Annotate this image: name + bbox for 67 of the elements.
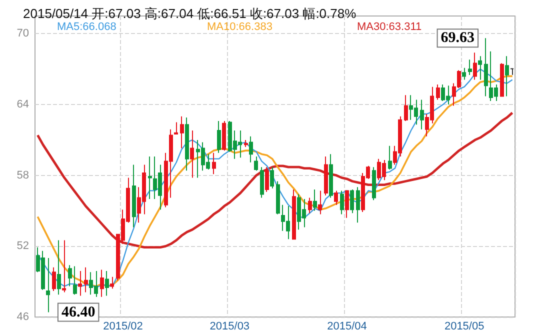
candlestick bbox=[84, 266, 88, 293]
candlestick bbox=[318, 190, 322, 215]
candlestick bbox=[500, 62, 504, 97]
candlestick bbox=[308, 197, 312, 214]
candlestick bbox=[505, 56, 509, 97]
candlestick bbox=[148, 156, 152, 200]
y-tick-label: 52 bbox=[16, 240, 29, 252]
candlestick bbox=[292, 189, 296, 240]
candlestick bbox=[105, 270, 109, 296]
candlestick bbox=[510, 68, 514, 76]
candlestick bbox=[73, 266, 77, 296]
candlestick bbox=[473, 52, 477, 80]
candlestick bbox=[180, 116, 184, 149]
candlestick bbox=[57, 240, 61, 296]
candlestick bbox=[356, 186, 360, 224]
candlestick bbox=[46, 257, 50, 313]
candlestick bbox=[404, 94, 408, 122]
candlestick bbox=[174, 122, 178, 135]
candlestick bbox=[62, 240, 66, 293]
x-tick-label: 2015/04 bbox=[327, 320, 367, 332]
candlestick bbox=[436, 84, 440, 100]
x-tick-label: 2015/02 bbox=[103, 320, 143, 332]
candlestick bbox=[350, 189, 354, 214]
x-tick-label: 2015/05 bbox=[444, 320, 484, 332]
candlestick bbox=[265, 166, 269, 192]
candlestick bbox=[254, 156, 258, 172]
candlestick bbox=[276, 180, 280, 215]
candlestick bbox=[270, 166, 274, 189]
y-tick-label: 58 bbox=[16, 169, 29, 182]
candlestick bbox=[132, 164, 136, 228]
chart-title: 2015/05/14 开:67.03 高:67.04 低:66.51 收:67.03 幅:0.78% bbox=[23, 6, 357, 21]
candlestick bbox=[110, 276, 114, 290]
candlestick bbox=[222, 120, 226, 152]
candlestick bbox=[249, 136, 253, 163]
candlestick bbox=[68, 264, 72, 287]
x-tick-label: 2015/03 bbox=[210, 320, 250, 332]
candlestick bbox=[334, 190, 338, 206]
y-tick-label: 70 bbox=[16, 28, 29, 40]
candlestick bbox=[100, 269, 104, 298]
candlestick bbox=[52, 266, 56, 292]
candlestick bbox=[462, 67, 466, 80]
candlestick bbox=[340, 190, 344, 215]
candlestick bbox=[260, 166, 264, 198]
annotation: 46.40 bbox=[61, 304, 96, 320]
annotation: 69.63 bbox=[440, 30, 475, 46]
candlestick bbox=[345, 190, 349, 218]
candlestick bbox=[478, 56, 482, 80]
y-tick-label: 46 bbox=[16, 311, 29, 323]
candlestick bbox=[190, 130, 194, 178]
candlestick bbox=[484, 38, 488, 97]
candlestick bbox=[313, 189, 317, 212]
candlestick bbox=[388, 145, 392, 170]
candlestick bbox=[329, 154, 333, 198]
candlestick bbox=[217, 120, 221, 154]
line-series bbox=[36, 112, 514, 249]
candlestick bbox=[372, 166, 376, 201]
candlestick bbox=[185, 117, 189, 172]
text: MA10:66.383 bbox=[207, 21, 272, 33]
text: MA5:66.068 bbox=[57, 21, 116, 33]
y-tick-label: 64 bbox=[16, 98, 29, 111]
candlestick bbox=[324, 156, 328, 196]
text: MA30:63.311 bbox=[357, 21, 422, 33]
candlestick bbox=[244, 139, 248, 148]
candlestick bbox=[468, 59, 472, 76]
candlestick bbox=[78, 270, 82, 296]
candlestick bbox=[420, 99, 424, 130]
candlestick bbox=[212, 152, 216, 175]
